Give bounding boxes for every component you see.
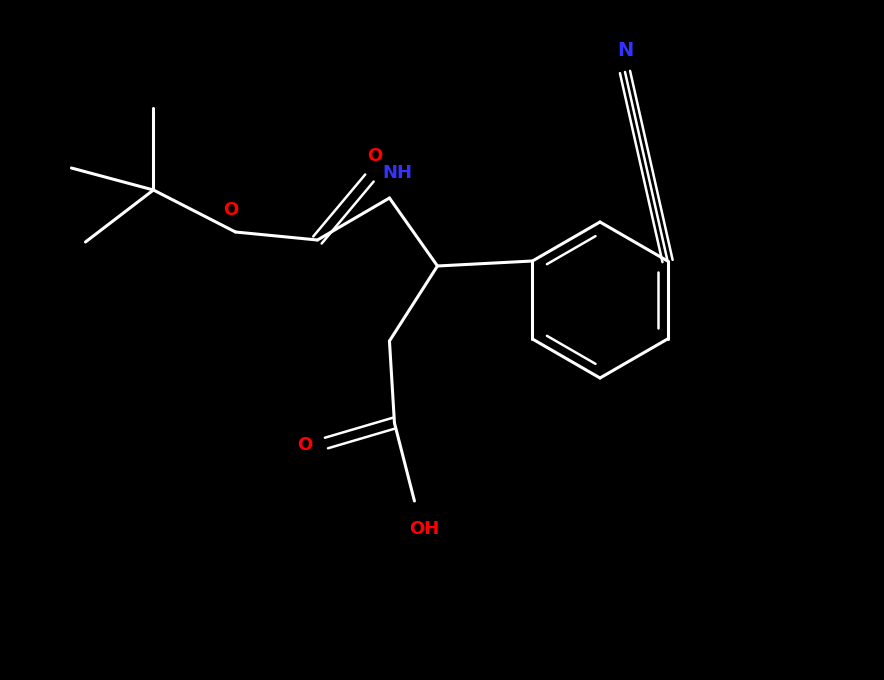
- Text: O: O: [297, 436, 312, 454]
- Text: NH: NH: [383, 164, 413, 182]
- Text: OH: OH: [409, 520, 439, 538]
- Text: O: O: [367, 147, 382, 165]
- Text: N: N: [617, 41, 633, 60]
- Text: O: O: [223, 201, 238, 219]
